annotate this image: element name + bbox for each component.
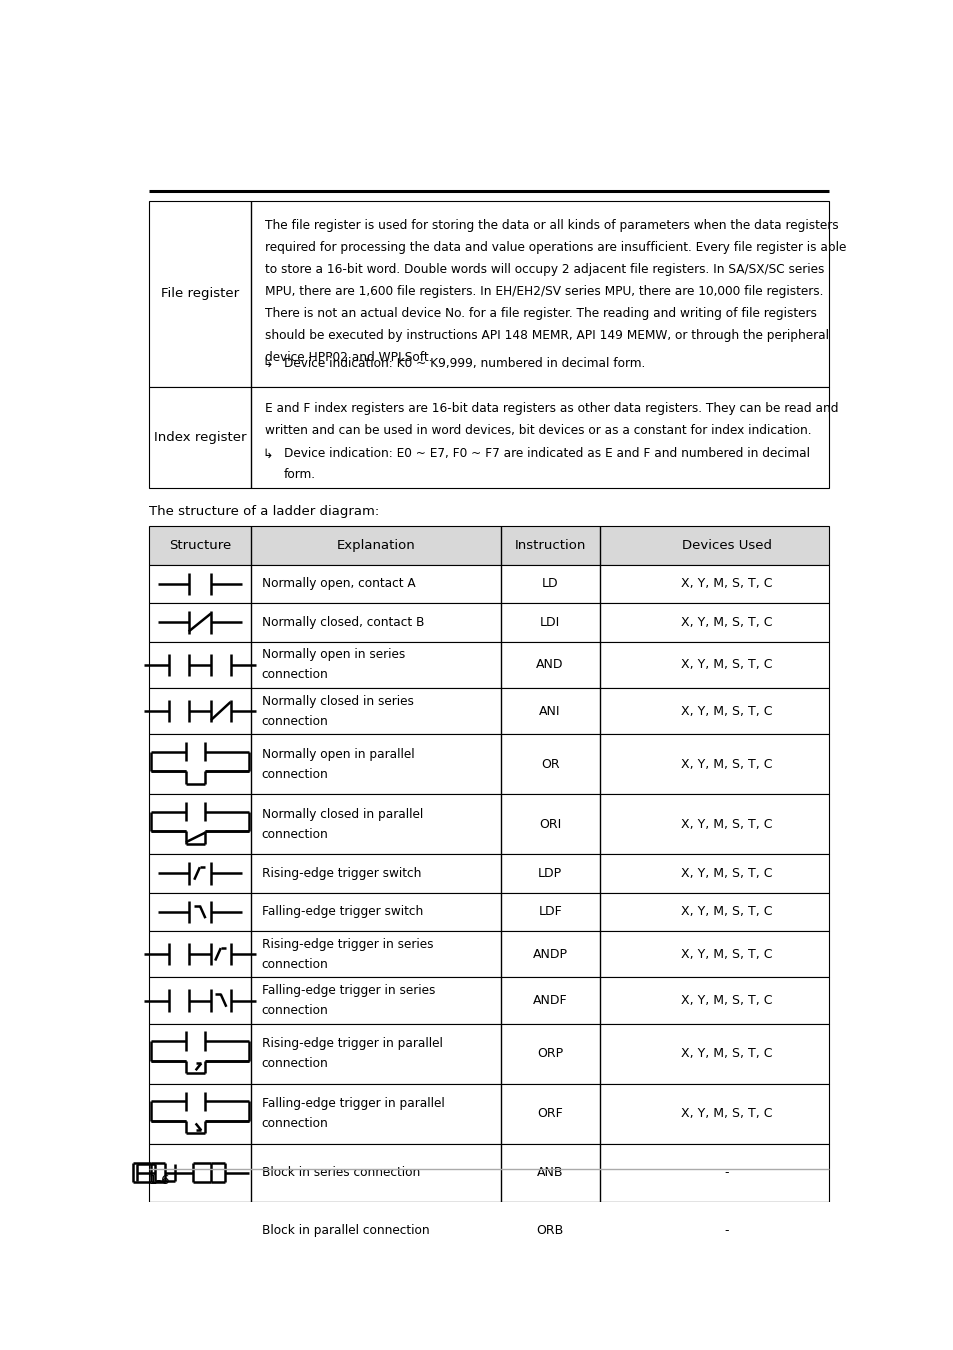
Text: E and F index registers are 16-bit data registers as other data registers. They : E and F index registers are 16-bit data … — [265, 402, 838, 416]
Text: Normally open in series: Normally open in series — [261, 648, 405, 662]
Text: MPU, there are 1,600 file registers. In EH/EH2/SV series MPU, there are 10,000 f: MPU, there are 1,600 file registers. In … — [265, 285, 822, 298]
Text: ORI: ORI — [538, 818, 560, 830]
Bar — [149, 1023, 828, 1084]
Text: Device indication: K0 ~ K9,999, numbered in decimal form.: Device indication: K0 ~ K9,999, numbered… — [283, 358, 644, 370]
Text: LDP: LDP — [537, 867, 561, 880]
Text: X, Y, M, S, T, C: X, Y, M, S, T, C — [680, 1107, 772, 1120]
Bar — [149, 1143, 828, 1202]
Text: written and can be used in word devices, bit devices or as a constant for index : written and can be used in word devices,… — [265, 424, 811, 437]
Text: X, Y, M, S, T, C: X, Y, M, S, T, C — [680, 578, 772, 590]
Text: X, Y, M, S, T, C: X, Y, M, S, T, C — [680, 867, 772, 880]
Text: ↳: ↳ — [262, 447, 273, 460]
Text: ANI: ANI — [538, 705, 560, 717]
Text: LDI: LDI — [539, 616, 559, 629]
Text: Devices Used: Devices Used — [681, 539, 771, 552]
Text: to store a 16-bit word. Double words will occupy 2 adjacent file registers. In S: to store a 16-bit word. Double words wil… — [265, 263, 823, 275]
Text: ANB: ANB — [537, 1166, 563, 1179]
Text: connection: connection — [261, 1004, 328, 1017]
Text: X, Y, M, S, T, C: X, Y, M, S, T, C — [680, 705, 772, 717]
Text: should be executed by instructions API 148 MEMR, API 149 MEMW, or through the pe: should be executed by instructions API 1… — [265, 328, 828, 342]
Text: Rising-edge trigger switch: Rising-edge trigger switch — [261, 867, 421, 880]
Text: ↳: ↳ — [262, 358, 273, 370]
Text: X, Y, M, S, T, C: X, Y, M, S, T, C — [680, 906, 772, 918]
Text: ORF: ORF — [537, 1107, 562, 1120]
Bar — [149, 201, 828, 387]
Bar — [149, 603, 828, 641]
Text: X, Y, M, S, T, C: X, Y, M, S, T, C — [680, 818, 772, 830]
Bar — [149, 977, 828, 1023]
Text: Normally closed in parallel: Normally closed in parallel — [261, 807, 423, 821]
Text: Block in series connection: Block in series connection — [261, 1166, 419, 1179]
Text: Block in parallel connection: Block in parallel connection — [261, 1224, 429, 1237]
Text: connection: connection — [261, 958, 328, 971]
Text: X, Y, M, S, T, C: X, Y, M, S, T, C — [680, 659, 772, 671]
Text: Index register: Index register — [153, 431, 246, 444]
Text: Falling-edge trigger switch: Falling-edge trigger switch — [261, 906, 423, 918]
Text: form.: form. — [283, 467, 315, 481]
Text: The structure of a ladder diagram:: The structure of a ladder diagram: — [149, 505, 378, 518]
Text: connection: connection — [261, 668, 328, 682]
Bar — [149, 526, 828, 564]
Text: File register: File register — [161, 288, 238, 300]
Text: Normally open in parallel: Normally open in parallel — [261, 748, 414, 760]
Bar — [149, 688, 828, 734]
Text: LDF: LDF — [537, 906, 561, 918]
Text: required for processing the data and value operations are insufficient. Every fi: required for processing the data and val… — [265, 240, 845, 254]
Text: ANDF: ANDF — [533, 994, 567, 1007]
Bar — [149, 387, 828, 489]
Bar — [149, 564, 828, 603]
Text: X, Y, M, S, T, C: X, Y, M, S, T, C — [680, 948, 772, 961]
Text: LD: LD — [541, 578, 558, 590]
Bar — [149, 1202, 828, 1260]
Text: Normally closed in series: Normally closed in series — [261, 694, 414, 707]
Text: There is not an actual device No. for a file register. The reading and writing o: There is not an actual device No. for a … — [265, 306, 816, 320]
Bar — [149, 794, 828, 855]
Bar — [149, 931, 828, 977]
Text: ORP: ORP — [537, 1048, 562, 1060]
Text: The file register is used for storing the data or all kinds of parameters when t: The file register is used for storing th… — [265, 219, 838, 232]
Text: X, Y, M, S, T, C: X, Y, M, S, T, C — [680, 994, 772, 1007]
Text: Falling-edge trigger in series: Falling-edge trigger in series — [261, 984, 435, 998]
Text: connection: connection — [261, 768, 328, 780]
Text: connection: connection — [261, 1118, 328, 1130]
Bar — [149, 734, 828, 794]
Bar — [149, 1084, 828, 1143]
Text: Normally open, contact A: Normally open, contact A — [261, 578, 416, 590]
Text: Instruction: Instruction — [514, 539, 585, 552]
Text: AND: AND — [536, 659, 563, 671]
Bar — [149, 855, 828, 892]
Text: connection: connection — [261, 1057, 328, 1071]
Text: Structure: Structure — [169, 539, 231, 552]
Text: -: - — [724, 1166, 728, 1179]
Text: connection: connection — [261, 714, 328, 728]
Text: X, Y, M, S, T, C: X, Y, M, S, T, C — [680, 757, 772, 771]
Text: connection: connection — [261, 828, 328, 841]
Text: X, Y, M, S, T, C: X, Y, M, S, T, C — [680, 1048, 772, 1060]
Text: Falling-edge trigger in parallel: Falling-edge trigger in parallel — [261, 1098, 444, 1110]
Text: Rising-edge trigger in parallel: Rising-edge trigger in parallel — [261, 1037, 442, 1050]
Text: X, Y, M, S, T, C: X, Y, M, S, T, C — [680, 616, 772, 629]
Text: Device indication: E0 ~ E7, F0 ~ F7 are indicated as E and F and numbered in dec: Device indication: E0 ~ E7, F0 ~ F7 are … — [283, 447, 809, 460]
Text: ANDP: ANDP — [532, 948, 567, 961]
Text: 1-6: 1-6 — [149, 1173, 171, 1187]
Text: OR: OR — [540, 757, 558, 771]
Text: ORB: ORB — [536, 1224, 563, 1237]
Text: Normally closed, contact B: Normally closed, contact B — [261, 616, 424, 629]
Bar — [149, 641, 828, 688]
Text: -: - — [724, 1224, 728, 1237]
Text: device HPP02 and WPLSoft.: device HPP02 and WPLSoft. — [265, 351, 432, 363]
Text: Explanation: Explanation — [336, 539, 415, 552]
Bar — [149, 892, 828, 931]
Text: Rising-edge trigger in series: Rising-edge trigger in series — [261, 938, 433, 950]
